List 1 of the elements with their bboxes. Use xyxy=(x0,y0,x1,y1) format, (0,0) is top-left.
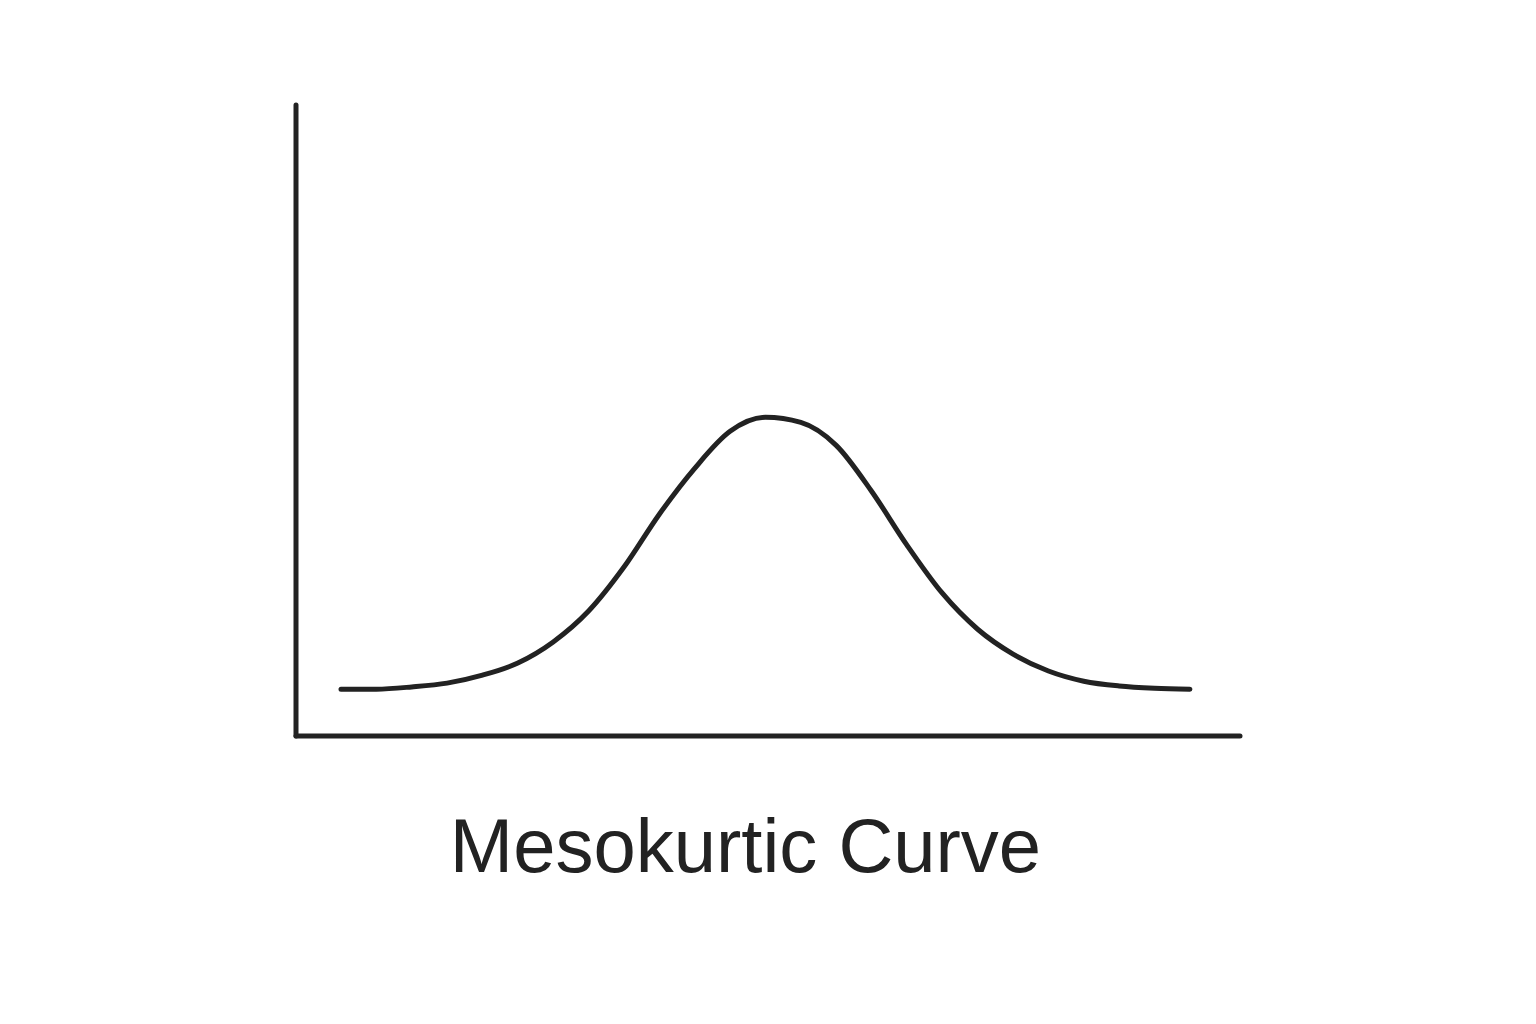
text: Mesokurtic Curve xyxy=(448,802,1043,889)
